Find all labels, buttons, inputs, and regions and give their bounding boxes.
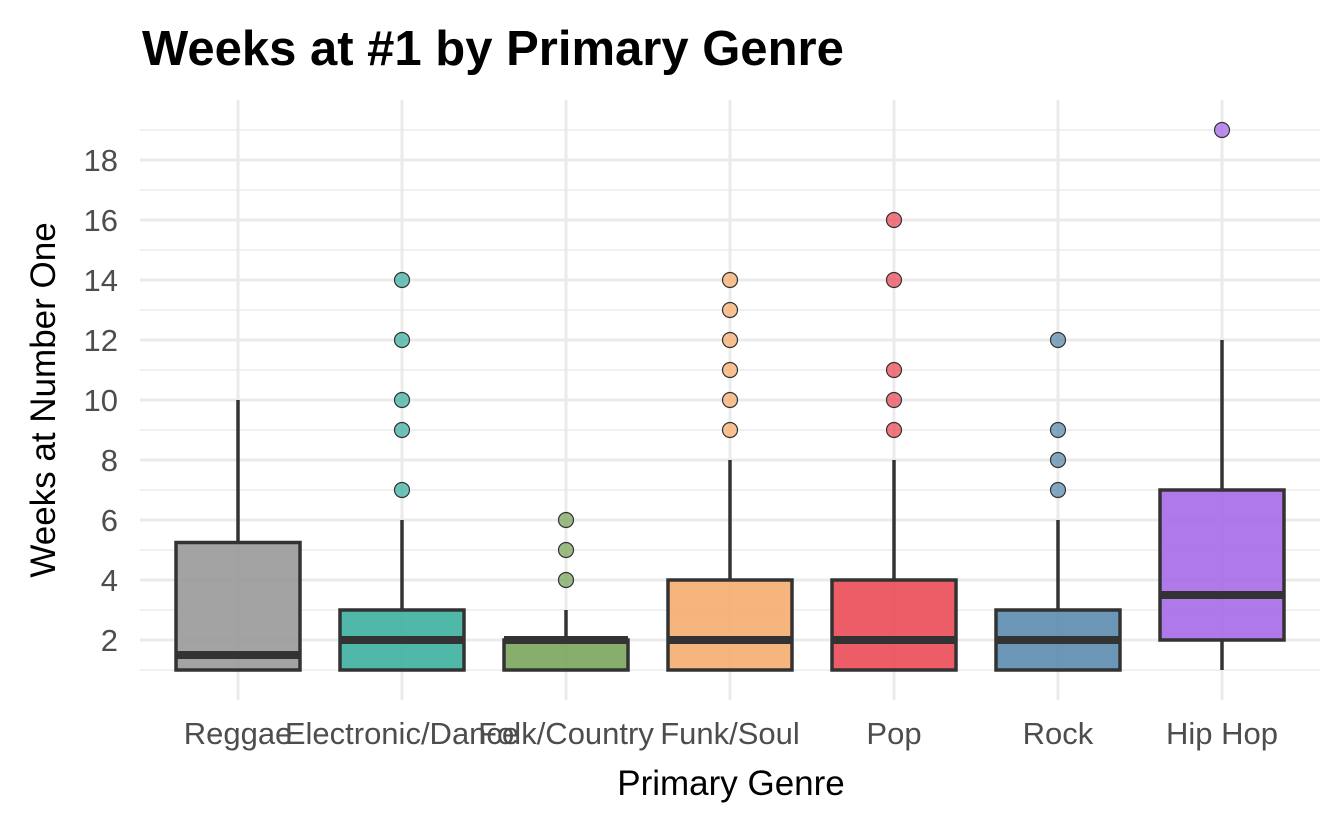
y-axis-title: Weeks at Number One <box>24 222 63 577</box>
box-group <box>1158 121 1286 670</box>
y-tick-label: 6 <box>101 503 118 538</box>
outlier-point <box>557 541 575 559</box>
outlier-point <box>557 511 575 529</box>
x-tick-label: Folk/Country <box>478 716 654 751</box>
box-group <box>830 211 958 672</box>
box <box>666 578 794 672</box>
outlier-point <box>721 421 739 439</box>
y-tick-label: 18 <box>84 143 118 178</box>
x-axis-title: Primary Genre <box>617 764 845 803</box>
outlier-point <box>885 211 903 229</box>
outlier-point <box>393 481 411 499</box>
outlier-point <box>393 421 411 439</box>
x-tick-label: Electronic/Dance <box>285 716 519 751</box>
outlier-point <box>885 421 903 439</box>
y-tick-label: 16 <box>84 203 118 238</box>
outlier-point <box>393 331 411 349</box>
outlier-point <box>721 361 739 379</box>
box <box>830 578 958 672</box>
outlier-point <box>1049 331 1067 349</box>
outlier-point <box>885 271 903 289</box>
outlier-point <box>721 391 739 409</box>
outlier-point <box>1049 481 1067 499</box>
outlier-point <box>885 361 903 379</box>
outlier-point <box>393 271 411 289</box>
outlier-point <box>721 301 739 319</box>
box <box>174 540 302 672</box>
x-tick-label: Hip Hop <box>1166 716 1278 751</box>
box-group <box>174 400 302 672</box>
box-group <box>666 271 794 672</box>
x-tick-label: Pop <box>866 716 921 751</box>
y-tick-label: 12 <box>84 323 118 358</box>
outlier-point <box>885 391 903 409</box>
chart-title: Weeks at #1 by Primary Genre <box>142 22 844 76</box>
box <box>1158 488 1286 642</box>
box <box>502 638 630 672</box>
y-tick-label: 10 <box>84 383 118 418</box>
x-tick-label: Rock <box>1023 716 1094 751</box>
x-tick-label: Reggae <box>184 716 293 751</box>
box-group <box>502 511 630 672</box>
outlier-point <box>393 391 411 409</box>
y-tick-label: 14 <box>84 263 118 298</box>
x-tick-label: Funk/Soul <box>660 716 800 751</box>
outlier-point <box>557 571 575 589</box>
y-tick-label: 8 <box>101 443 118 478</box>
box-group <box>338 271 466 672</box>
box-series <box>174 121 1286 672</box>
outlier-point <box>1049 421 1067 439</box>
y-axis-tick-labels: 2 4 6 8 10 12 14 16 18 <box>84 143 118 658</box>
box-group <box>994 331 1122 672</box>
outlier-point <box>1049 451 1067 469</box>
outlier-point <box>1213 121 1231 139</box>
y-tick-label: 4 <box>101 563 118 598</box>
outlier-point <box>721 331 739 349</box>
y-tick-label: 2 <box>101 623 118 658</box>
outlier-point <box>721 271 739 289</box>
